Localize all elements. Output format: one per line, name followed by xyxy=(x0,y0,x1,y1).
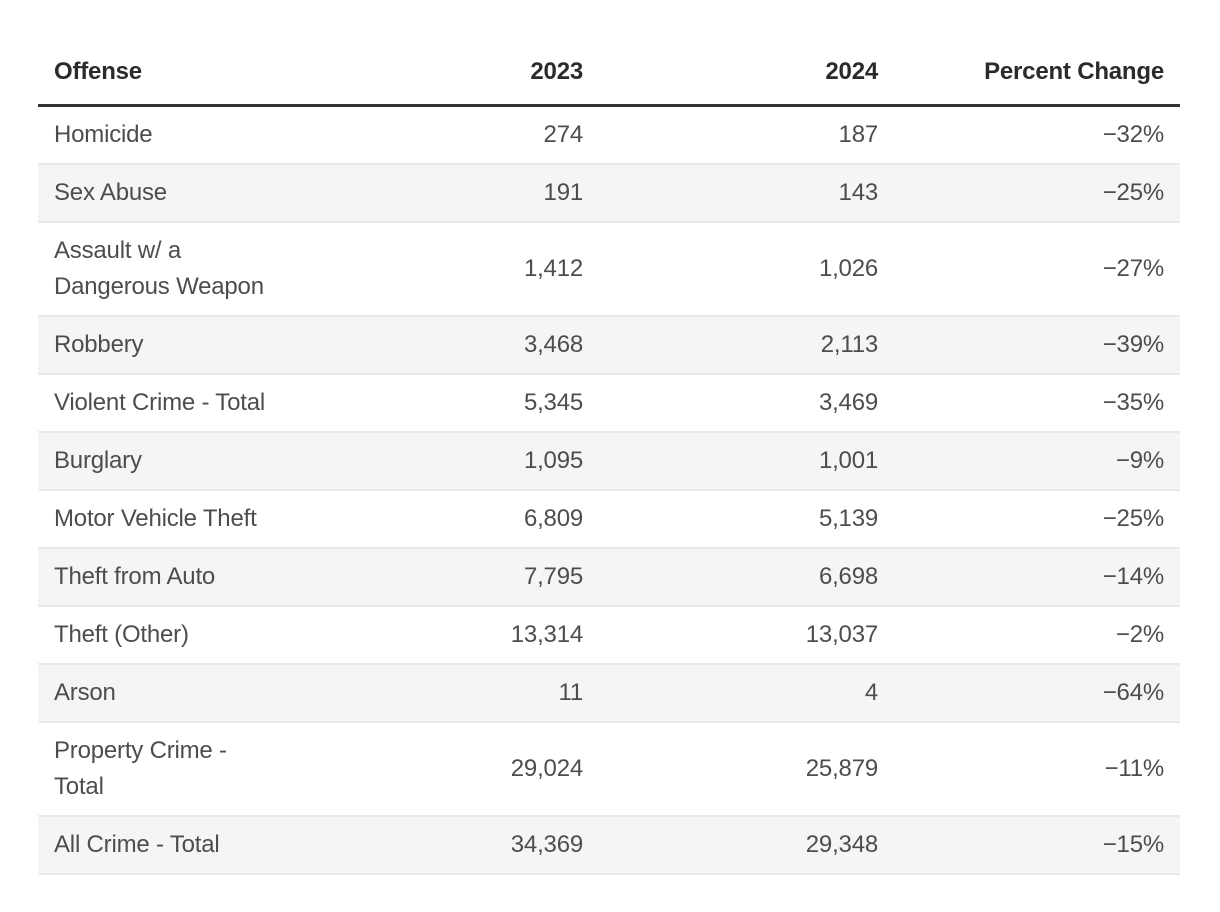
percent-change-cell: −11% xyxy=(1104,755,1165,782)
offense-cell: Burglary xyxy=(54,447,142,474)
value-2023-cell: 6,809 xyxy=(523,505,583,532)
value-2024-cell: 1,001 xyxy=(818,447,878,474)
value-2023-cell: 1,412 xyxy=(523,255,583,282)
percent-change-cell: −25% xyxy=(1102,179,1164,206)
column-header-percent-change: Percent Change xyxy=(984,58,1164,85)
percent-change-cell: −15% xyxy=(1102,831,1164,858)
value-2024-cell: 6,698 xyxy=(818,563,878,590)
value-2023-cell: 191 xyxy=(543,179,584,206)
value-2024-cell: 25,879 xyxy=(805,755,878,782)
percent-change-cell: −9% xyxy=(1115,447,1164,474)
table-row: Assault w/ a Dangerous Weapon 1,412 1,02… xyxy=(38,222,1180,316)
table-body: Homicide 274 187 −32% Sex Abuse 191 143 … xyxy=(38,105,1180,874)
value-2024-cell: 4 xyxy=(864,679,878,706)
table-row: Property Crime - Total 29,024 25,879 −11… xyxy=(38,722,1180,816)
offense-cell: Arson xyxy=(54,679,116,706)
value-2023-cell: 34,369 xyxy=(510,831,583,858)
value-2024-cell: 29,348 xyxy=(805,831,878,858)
percent-change-cell: −25% xyxy=(1102,505,1164,532)
percent-change-cell: −35% xyxy=(1102,389,1164,416)
value-2023-cell: 7,795 xyxy=(523,563,583,590)
table-row: Burglary 1,095 1,001 −9% xyxy=(38,432,1180,490)
value-2024-cell: 13,037 xyxy=(805,621,878,648)
offense-cell: Violent Crime - Total xyxy=(54,389,266,416)
percent-change-cell: −27% xyxy=(1102,255,1164,282)
value-2023-cell: 13,314 xyxy=(510,621,583,648)
table-row: Robbery 3,468 2,113 −39% xyxy=(38,316,1180,374)
offense-cell: Theft (Other) xyxy=(54,621,189,648)
percent-change-cell: −64% xyxy=(1102,679,1164,706)
value-2023-cell: 5,345 xyxy=(523,389,583,416)
offense-cell: Robbery xyxy=(54,331,144,358)
offense-cell: Homicide xyxy=(54,121,153,148)
value-2024-cell: 187 xyxy=(838,121,879,148)
percent-change-cell: −14% xyxy=(1102,563,1164,590)
value-2024-cell: 1,026 xyxy=(818,255,878,282)
value-2023-cell: 11 xyxy=(558,679,583,706)
value-2023-cell: 29,024 xyxy=(510,755,583,782)
table-row: Motor Vehicle Theft 6,809 5,139 −25% xyxy=(38,490,1180,548)
column-header-offense: Offense xyxy=(54,58,142,85)
table-row: Violent Crime - Total 5,345 3,469 −35% xyxy=(38,374,1180,432)
value-2023-cell: 1,095 xyxy=(523,447,583,474)
value-2024-cell: 143 xyxy=(838,179,879,206)
percent-change-cell: −2% xyxy=(1115,621,1164,648)
value-2023-cell: 274 xyxy=(543,121,584,148)
header-row: Offense 2023 2024 Percent Change xyxy=(38,58,1180,106)
offense-cell: Assault w/ a Dangerous Weapon xyxy=(54,237,264,300)
table-row: Theft from Auto 7,795 6,698 −14% xyxy=(38,548,1180,606)
offense-cell: Property Crime - Total xyxy=(54,737,227,800)
offense-cell: Sex Abuse xyxy=(54,179,167,206)
percent-change-cell: −39% xyxy=(1102,331,1164,358)
value-2024-cell: 5,139 xyxy=(818,505,878,532)
column-header-2024: 2024 xyxy=(825,58,878,85)
percent-change-cell: −32% xyxy=(1102,121,1164,148)
table-row: Homicide 274 187 −32% xyxy=(38,105,1180,164)
table-row: All Crime - Total 34,369 29,348 −15% xyxy=(38,816,1180,874)
crime-table: Offense 2023 2024 Percent Change Homicid… xyxy=(38,58,1180,875)
offense-cell: Theft from Auto xyxy=(54,563,216,590)
value-2024-cell: 3,469 xyxy=(818,389,878,416)
table-row: Arson 11 4 −64% xyxy=(38,664,1180,722)
offense-cell: All Crime - Total xyxy=(54,831,220,858)
offense-cell: Motor Vehicle Theft xyxy=(54,505,257,532)
value-2023-cell: 3,468 xyxy=(523,331,583,358)
column-header-2023: 2023 xyxy=(530,58,583,85)
table-row: Theft (Other) 13,314 13,037 −2% xyxy=(38,606,1180,664)
value-2024-cell: 2,113 xyxy=(820,331,878,358)
table-row: Sex Abuse 191 143 −25% xyxy=(38,164,1180,222)
